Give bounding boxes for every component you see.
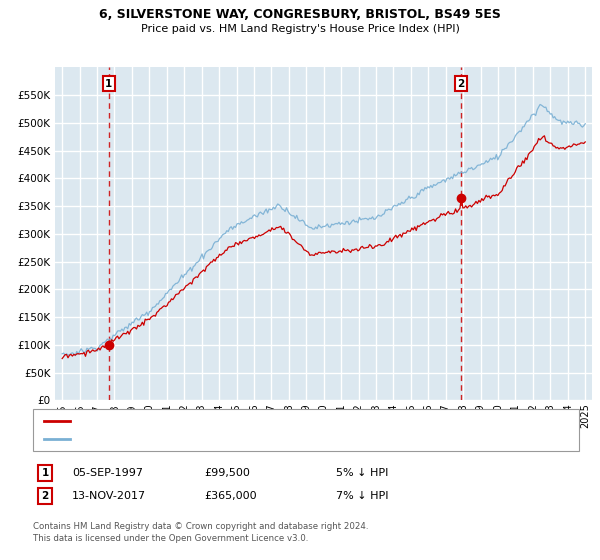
Text: 7% ↓ HPI: 7% ↓ HPI: [336, 491, 389, 501]
Text: 6, SILVERSTONE WAY, CONGRESBURY, BRISTOL, BS49 5ES: 6, SILVERSTONE WAY, CONGRESBURY, BRISTOL…: [99, 8, 501, 21]
Text: 1: 1: [41, 468, 49, 478]
Text: £99,500: £99,500: [204, 468, 250, 478]
Text: Price paid vs. HM Land Registry's House Price Index (HPI): Price paid vs. HM Land Registry's House …: [140, 24, 460, 34]
Text: 13-NOV-2017: 13-NOV-2017: [72, 491, 146, 501]
Text: HPI: Average price, detached house, North Somerset: HPI: Average price, detached house, Nort…: [75, 434, 338, 444]
Text: 5% ↓ HPI: 5% ↓ HPI: [336, 468, 388, 478]
Text: Contains HM Land Registry data © Crown copyright and database right 2024.
This d: Contains HM Land Registry data © Crown c…: [33, 522, 368, 543]
Text: 05-SEP-1997: 05-SEP-1997: [72, 468, 143, 478]
Text: 6, SILVERSTONE WAY, CONGRESBURY, BRISTOL, BS49 5ES (detached house): 6, SILVERSTONE WAY, CONGRESBURY, BRISTOL…: [75, 416, 455, 426]
Text: 1: 1: [105, 79, 113, 89]
Text: 2: 2: [41, 491, 49, 501]
Text: £365,000: £365,000: [204, 491, 257, 501]
Text: 2: 2: [457, 79, 464, 89]
